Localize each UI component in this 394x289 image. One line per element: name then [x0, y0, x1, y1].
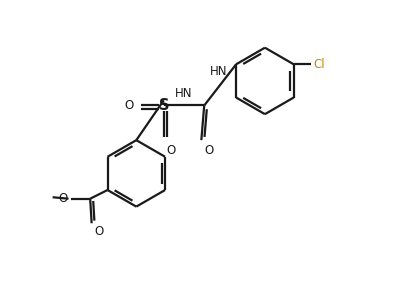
- Text: HN: HN: [210, 65, 227, 78]
- Text: O: O: [167, 144, 176, 158]
- Text: O: O: [94, 225, 103, 238]
- Text: Cl: Cl: [313, 58, 325, 71]
- Text: S: S: [158, 98, 169, 113]
- Text: O: O: [204, 144, 214, 158]
- Text: O: O: [124, 99, 134, 112]
- Text: O: O: [58, 192, 68, 205]
- Text: HN: HN: [175, 87, 193, 100]
